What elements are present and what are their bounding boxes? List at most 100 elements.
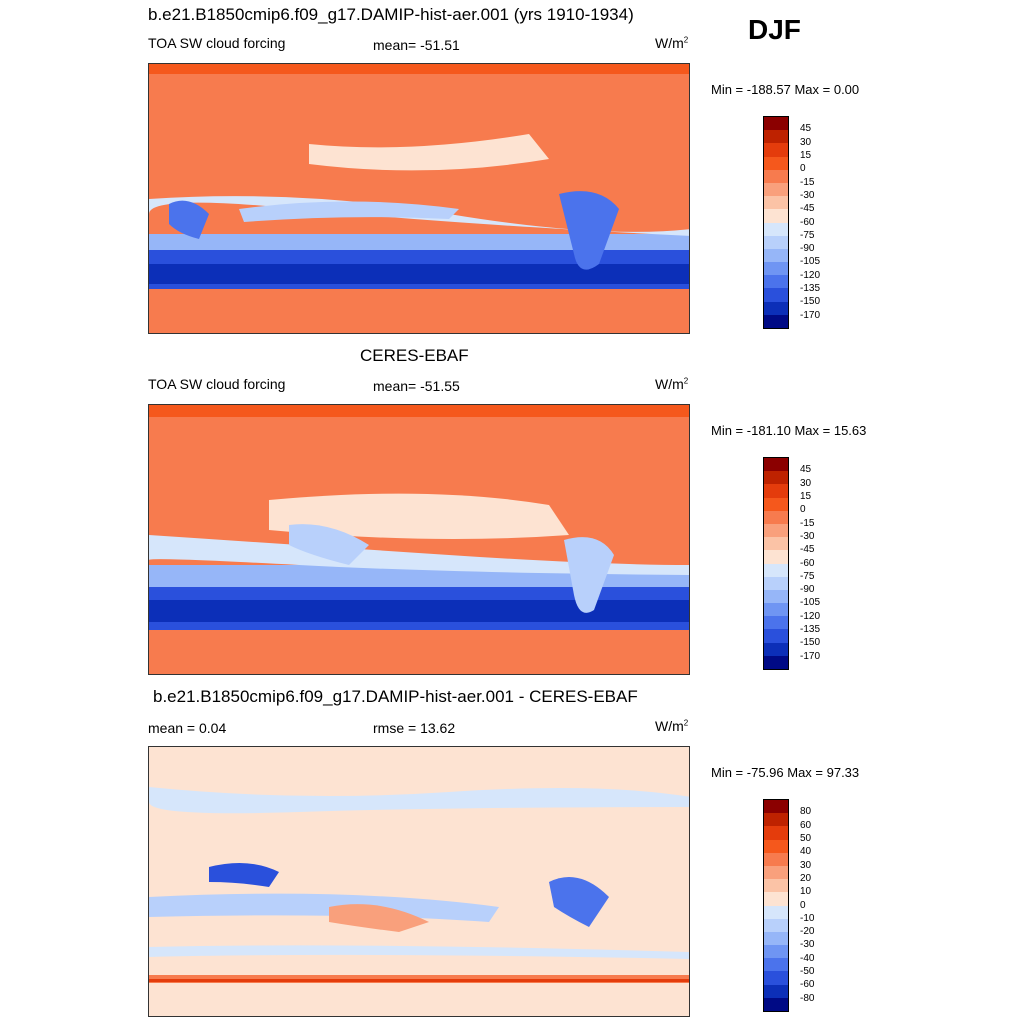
colorbar-tick-label: -60	[800, 557, 815, 569]
colorbar-tick-label: 80	[800, 806, 812, 818]
colorbar-swatch	[764, 550, 788, 564]
colorbar-swatch	[764, 865, 788, 880]
colorbar-swatch	[764, 826, 788, 840]
colorbar-swatch	[764, 484, 788, 498]
colorbar-swatch	[764, 563, 788, 577]
colorbar-tick-label: -150	[800, 296, 821, 308]
colorbar-swatch	[764, 892, 788, 906]
panel1-title: b.e21.B1850cmip6.f09_g17.DAMIP-hist-aer.…	[148, 5, 634, 24]
colorbar-tick-label: -90	[800, 243, 815, 255]
colorbar-swatch	[764, 288, 788, 302]
colorbar-tick-label: -75	[800, 229, 815, 241]
colorbar-swatch	[764, 642, 788, 656]
colorbar-tick-label: 15	[800, 149, 812, 161]
colorbar-tick-label: 20	[800, 872, 812, 884]
panel3-colorbar	[763, 799, 789, 1012]
panel3-units: W/m2	[655, 718, 689, 734]
panel2-title: CERES-EBAF	[360, 346, 469, 365]
colorbar-swatch	[764, 839, 788, 853]
panel2-map	[148, 404, 690, 675]
colorbar-swatch	[764, 497, 788, 511]
colorbar-swatch	[764, 314, 788, 328]
colorbar-tick-label: -45	[800, 544, 815, 556]
colorbar-tick-label: -15	[800, 176, 815, 188]
colorbar-swatch	[764, 182, 788, 197]
colorbar-swatch	[764, 537, 788, 551]
colorbar-swatch	[764, 248, 788, 263]
panel2-colorbar	[763, 457, 789, 670]
colorbar-swatch	[764, 262, 788, 276]
colorbar-tick-label: -170	[800, 309, 821, 321]
colorbar-tick-label: -135	[800, 283, 821, 295]
colorbar-swatch	[764, 997, 788, 1011]
panel2-units: W/m2	[655, 376, 689, 392]
colorbar-tick-label: 45	[800, 123, 812, 135]
colorbar-tick-label: -20	[800, 926, 815, 938]
panel1-mean-label: mean= -51.51	[373, 37, 460, 53]
colorbar-swatch	[764, 196, 788, 210]
colorbar-swatch	[764, 301, 788, 315]
colorbar-tick-label: -50	[800, 966, 815, 978]
colorbar-swatch	[764, 523, 788, 538]
colorbar-tick-label: -105	[800, 256, 821, 268]
colorbar-swatch	[764, 852, 788, 866]
colorbar-tick-label: -75	[800, 570, 815, 582]
panel1-variable-label: TOA SW cloud forcing	[148, 35, 286, 51]
season-label: DJF	[748, 14, 801, 45]
colorbar-tick-label: -30	[800, 189, 815, 201]
colorbar-tick-label: -80	[800, 992, 815, 1004]
colorbar-swatch	[764, 655, 788, 669]
colorbar-tick-label: -30	[800, 530, 815, 542]
colorbar-tick-label: 10	[800, 886, 812, 898]
panel1-units: W/m2	[655, 35, 689, 51]
colorbar-swatch	[764, 156, 788, 170]
colorbar-swatch	[764, 931, 788, 946]
colorbar-tick-label: 50	[800, 832, 812, 844]
colorbar-swatch	[764, 510, 788, 524]
panel3-title: b.e21.B1850cmip6.f09_g17.DAMIP-hist-aer.…	[153, 687, 638, 706]
colorbar-tick-label: 30	[800, 136, 812, 148]
colorbar-swatch	[764, 275, 788, 289]
colorbar-tick-label: -10	[800, 912, 815, 924]
colorbar-tick-label: 40	[800, 846, 812, 858]
colorbar-tick-label: 0	[800, 163, 806, 175]
colorbar-tick-label: -120	[800, 610, 821, 622]
colorbar-tick-label: 30	[800, 477, 812, 489]
colorbar-tick-label: 15	[800, 490, 812, 502]
colorbar-swatch	[764, 222, 788, 236]
colorbar-tick-label: 45	[800, 464, 812, 476]
colorbar-swatch	[764, 905, 788, 919]
colorbar-tick-label: -90	[800, 584, 815, 596]
panel2-mean-label: mean= -51.55	[373, 378, 460, 394]
colorbar-tick-label: -170	[800, 650, 821, 662]
colorbar-swatch	[764, 576, 788, 590]
colorbar-tick-label: -15	[800, 517, 815, 529]
panel3-map	[148, 746, 690, 1017]
panel3-mean-label: mean = 0.04	[148, 720, 227, 736]
colorbar-swatch	[764, 209, 788, 223]
colorbar-swatch	[764, 616, 788, 630]
colorbar-swatch	[764, 143, 788, 157]
colorbar-swatch	[764, 458, 788, 472]
colorbar-tick-label: -40	[800, 952, 815, 964]
panel1-map	[148, 63, 690, 334]
panel1-minmax: Min = -188.57 Max = 0.00	[711, 82, 860, 97]
colorbar-tick-label: -105	[800, 597, 821, 609]
colorbar-tick-label: -120	[800, 269, 821, 281]
colorbar-tick-label: 0	[800, 504, 806, 516]
colorbar-tick-label: -30	[800, 939, 815, 951]
colorbar-tick-label: 0	[800, 899, 806, 911]
colorbar-tick-label: -45	[800, 203, 815, 215]
colorbar-swatch	[764, 603, 788, 617]
colorbar-swatch	[764, 918, 788, 932]
colorbar-swatch	[764, 958, 788, 972]
colorbar-swatch	[764, 130, 788, 144]
colorbar-tick-label: -60	[800, 979, 815, 991]
colorbar-swatch	[764, 813, 788, 827]
panel1-colorbar	[763, 116, 789, 329]
panel3-rmse-label: rmse = 13.62	[373, 720, 456, 736]
colorbar-tick-label: 30	[800, 859, 812, 871]
colorbar-swatch	[764, 800, 788, 814]
panel2-variable-label: TOA SW cloud forcing	[148, 376, 286, 392]
panel3-minmax: Min = -75.96 Max = 97.33	[711, 765, 860, 780]
